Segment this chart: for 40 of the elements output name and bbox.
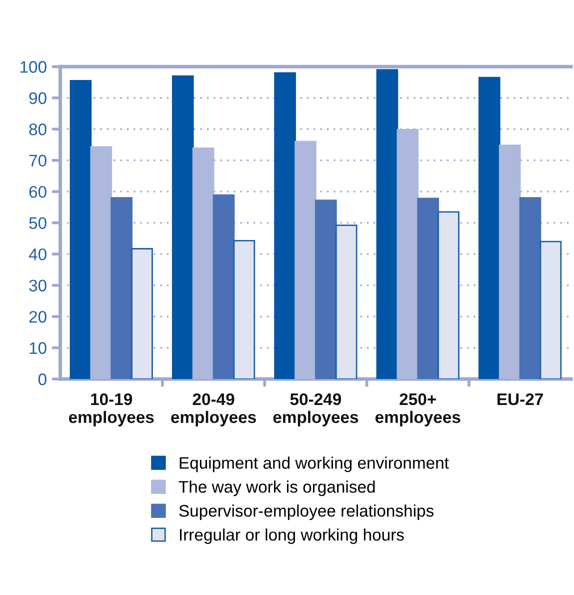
x-tick-label: 20-49 employees <box>171 393 256 426</box>
y-tick-label: 0 <box>38 373 46 386</box>
y-tick-label: 10 <box>30 342 46 354</box>
x-tick-label: 10-19 employees <box>68 393 154 426</box>
bar <box>274 72 296 380</box>
legend-label: Irregular or long working hours <box>180 528 404 544</box>
bar <box>131 248 153 380</box>
bar <box>212 194 235 380</box>
x-tick-label: 50-249 employees <box>273 393 358 426</box>
bar <box>498 144 521 380</box>
legend-label: Supervisor-employee relationships <box>179 504 434 520</box>
bar <box>417 198 439 380</box>
y-tick-label: 100 <box>20 61 46 73</box>
y-tick-label: 80 <box>29 124 46 136</box>
y-tick-label: 60 <box>29 186 46 198</box>
bar <box>335 224 358 380</box>
bar <box>294 140 316 380</box>
bar <box>70 80 92 380</box>
y-tick-label: 50 <box>29 217 46 230</box>
bar <box>172 75 194 380</box>
bar <box>396 129 419 380</box>
bar <box>519 197 542 380</box>
bar <box>233 240 256 380</box>
bar <box>478 76 500 380</box>
y-tick-label: 40 <box>28 248 46 260</box>
legend-label: The way work is organised <box>178 480 375 496</box>
legend-label: Equipment and working environment <box>180 456 449 472</box>
y-tick-label: 20 <box>29 310 46 323</box>
bar <box>540 240 562 380</box>
x-tick-label: EU-27 <box>498 393 543 406</box>
bar <box>110 197 132 380</box>
bar <box>376 69 398 380</box>
y-tick-label: 70 <box>29 154 46 167</box>
y-tick-label: 90 <box>29 92 46 104</box>
bar <box>90 146 112 380</box>
y-tick-label: 30 <box>29 280 46 292</box>
x-tick-label: 250+ employees <box>375 393 460 426</box>
bar <box>192 147 214 380</box>
bar <box>315 200 337 380</box>
bar <box>438 211 460 380</box>
